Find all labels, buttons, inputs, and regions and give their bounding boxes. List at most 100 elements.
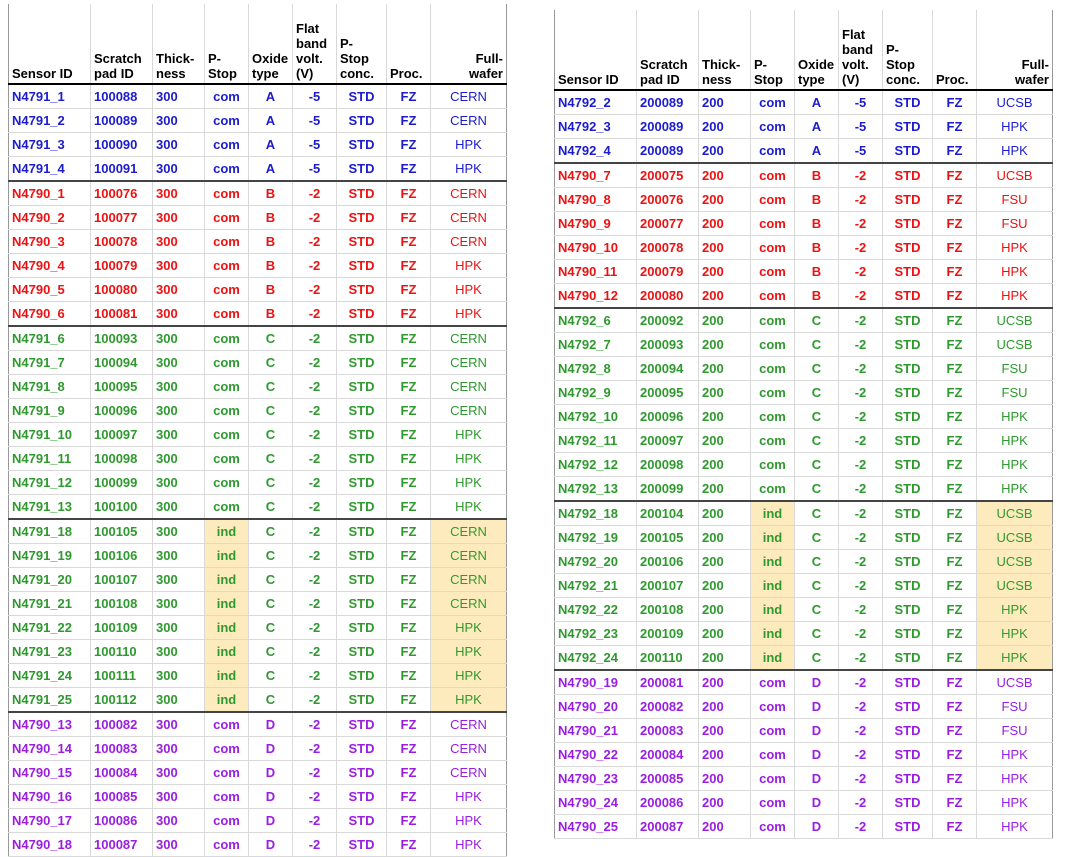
cell-flat-band-voltage: -2: [292, 518, 337, 544]
table-row: N4792_10 200096 200 com C -2 STD FZ HPK: [554, 404, 1053, 429]
column-header-sensor-id: Sensor ID: [554, 10, 637, 91]
cell-p-stop-conc: STD: [336, 422, 387, 447]
cell-sensor-id: N4791_23: [8, 639, 91, 664]
cell-scratch-pad-id: 200105: [636, 525, 699, 550]
table-row: N4790_18 100087 300 com D -2 STD FZ HPK: [8, 832, 507, 857]
cell-sensor-id: N4791_19: [8, 543, 91, 568]
cell-thickness: 300: [152, 84, 205, 109]
cell-thickness: 200: [698, 235, 751, 260]
cell-oxide-type: D: [248, 784, 293, 809]
table-row: N4792_19 200105 200 ind C -2 STD FZ UCSB: [554, 525, 1053, 550]
cell-p-stop-conc: STD: [882, 332, 933, 357]
table-row: N4790_10 200078 200 com B -2 STD FZ HPK: [554, 235, 1053, 260]
cell-p-stop-conc: STD: [336, 132, 387, 157]
cell-oxide-type: C: [248, 374, 293, 399]
cell-scratch-pad-id: 100095: [90, 374, 153, 399]
cell-oxide-type: D: [248, 736, 293, 761]
cell-p-stop-conc: STD: [882, 549, 933, 574]
cell-scratch-pad-id: 200107: [636, 573, 699, 598]
cell-sensor-id: N4792_19: [554, 525, 637, 550]
cell-p-stop-conc: STD: [336, 84, 387, 109]
table-row: N4792_12 200098 200 com C -2 STD FZ HPK: [554, 452, 1053, 477]
cell-full-wafer: HPK: [976, 742, 1053, 767]
cell-p-stop: com: [750, 332, 795, 357]
cell-p-stop: ind: [204, 639, 249, 664]
cell-scratch-pad-id: 100100: [90, 494, 153, 520]
cell-thickness: 200: [698, 669, 751, 695]
cell-thickness: 200: [698, 525, 751, 550]
cell-p-stop: ind: [750, 549, 795, 574]
cell-full-wafer: CERN: [430, 180, 507, 206]
cell-proc: FZ: [386, 470, 431, 495]
cell-flat-band-voltage: -2: [292, 808, 337, 833]
cell-p-stop: com: [750, 187, 795, 212]
cell-thickness: 200: [698, 380, 751, 405]
cell-thickness: 200: [698, 307, 751, 333]
cell-scratch-pad-id: 100076: [90, 180, 153, 206]
cell-p-stop-conc: STD: [882, 500, 933, 526]
cell-proc: FZ: [386, 156, 431, 182]
cell-full-wafer: HPK: [430, 808, 507, 833]
cell-oxide-type: D: [794, 790, 839, 815]
cell-scratch-pad-id: 200089: [636, 138, 699, 164]
header-row: Sensor ID Scratch pad ID Thick- ness P- Sto…: [8, 4, 507, 85]
cell-p-stop-conc: STD: [336, 663, 387, 688]
cell-p-stop: com: [204, 84, 249, 109]
cell-sensor-id: N4791_12: [8, 470, 91, 495]
cell-oxide-type: A: [794, 90, 839, 115]
cell-full-wafer: UCSB: [976, 332, 1053, 357]
table-row: N4791_10 100097 300 com C -2 STD FZ HPK: [8, 422, 507, 447]
cell-scratch-pad-id: 100094: [90, 350, 153, 375]
cell-oxide-type: B: [794, 235, 839, 260]
cell-p-stop-conc: STD: [882, 790, 933, 815]
cell-scratch-pad-id: 200110: [636, 645, 699, 671]
cell-sensor-id: N4790_2: [8, 205, 91, 230]
cell-scratch-pad-id: 100086: [90, 808, 153, 833]
cell-oxide-type: C: [248, 687, 293, 713]
cell-p-stop-conc: STD: [336, 325, 387, 351]
cell-p-stop: com: [750, 452, 795, 477]
cell-p-stop-conc: STD: [336, 374, 387, 399]
cell-sensor-id: N4791_20: [8, 567, 91, 592]
cell-sensor-id: N4792_9: [554, 380, 637, 405]
cell-p-stop-conc: STD: [336, 156, 387, 182]
cell-proc: FZ: [386, 205, 431, 230]
cell-proc: FZ: [386, 832, 431, 857]
cell-p-stop-conc: STD: [882, 283, 933, 309]
cell-scratch-pad-id: 100079: [90, 253, 153, 278]
cell-full-wafer: HPK: [976, 645, 1053, 671]
cell-oxide-type: B: [794, 162, 839, 188]
cell-full-wafer: FSU: [976, 356, 1053, 381]
cell-thickness: 200: [698, 187, 751, 212]
cell-full-wafer: CERN: [430, 84, 507, 109]
cell-scratch-pad-id: 200108: [636, 597, 699, 622]
cell-oxide-type: D: [248, 760, 293, 785]
table-body: N4792_2 200089 200 com A -5 STD FZ UCSB N4792_3 20…: [554, 90, 1053, 839]
cell-full-wafer: HPK: [430, 494, 507, 520]
cell-proc: FZ: [386, 301, 431, 327]
cell-thickness: 200: [698, 814, 751, 839]
cell-p-stop: com: [204, 736, 249, 761]
cell-scratch-pad-id: 200085: [636, 766, 699, 791]
cell-thickness: 300: [152, 398, 205, 423]
cell-sensor-id: N4790_10: [554, 235, 637, 260]
cell-scratch-pad-id: 200096: [636, 404, 699, 429]
cell-sensor-id: N4790_1: [8, 180, 91, 206]
cell-p-stop: ind: [204, 591, 249, 616]
cell-full-wafer: HPK: [430, 663, 507, 688]
cell-p-stop-conc: STD: [882, 114, 933, 139]
cell-scratch-pad-id: 100112: [90, 687, 153, 713]
cell-oxide-type: C: [248, 350, 293, 375]
cell-oxide-type: D: [794, 669, 839, 695]
cell-proc: FZ: [932, 814, 977, 839]
cell-oxide-type: C: [794, 452, 839, 477]
cell-thickness: 300: [152, 736, 205, 761]
cell-flat-band-voltage: -5: [292, 132, 337, 157]
cell-proc: FZ: [386, 736, 431, 761]
cell-proc: FZ: [386, 350, 431, 375]
table-row: N4792_20 200106 200 ind C -2 STD FZ UCSB: [554, 549, 1053, 574]
cell-full-wafer: UCSB: [976, 500, 1053, 526]
cell-sensor-id: N4792_7: [554, 332, 637, 357]
table-row: N4790_9 200077 200 com B -2 STD FZ FSU: [554, 211, 1053, 236]
cell-proc: FZ: [386, 446, 431, 471]
